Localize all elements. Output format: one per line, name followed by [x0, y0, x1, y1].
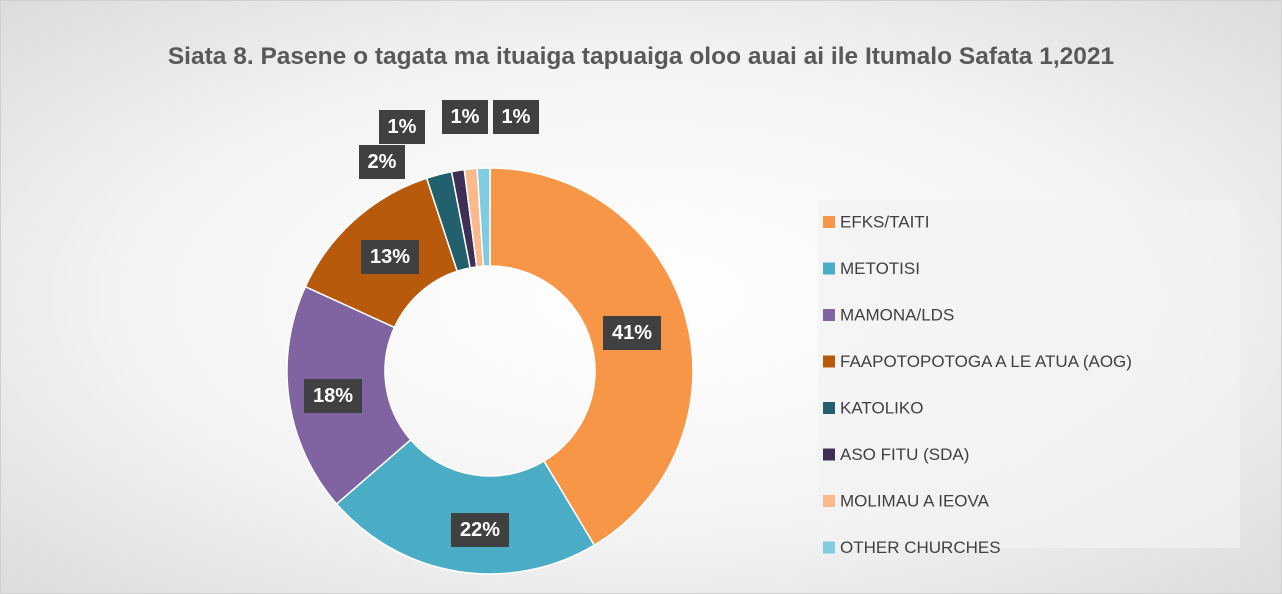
legend-marker — [823, 402, 835, 414]
legend-label: OTHER CHURCHES — [840, 538, 1001, 557]
value-label: 1% — [388, 116, 417, 138]
legend-marker — [823, 355, 835, 368]
chart-title: Siata 8. Pasene o tagata ma ituaiga tapu… — [167, 43, 1115, 70]
legend-label: FAAPOTOPOTOGA A LE ATUA (AOG) — [840, 352, 1132, 371]
value-label: 13% — [370, 246, 410, 268]
value-label: 41% — [612, 322, 652, 344]
legend-marker — [823, 495, 835, 507]
value-label-box — [451, 513, 509, 547]
legend-box — [818, 200, 1240, 548]
donut-slice — [489, 167, 694, 547]
value-label-box — [359, 145, 405, 179]
donut-slice — [335, 438, 596, 575]
value-label: 22% — [460, 519, 500, 541]
legend-label: MOLIMAU A IEOVA — [840, 492, 990, 511]
legend-label: METOTISI — [840, 259, 920, 278]
legend-label: ASO FITU (SDA) — [840, 445, 969, 464]
value-label-box — [304, 379, 362, 413]
legend-marker — [823, 541, 835, 554]
legend-marker — [823, 216, 835, 228]
value-label: 2% — [368, 151, 397, 173]
value-label: 1% — [451, 106, 480, 128]
value-label: 1% — [502, 106, 531, 128]
donut-slice — [476, 167, 491, 268]
legend-label: KATOLIKO — [840, 399, 923, 418]
legend-label: EFKS/TAITI — [840, 213, 929, 232]
value-label-box — [361, 240, 419, 274]
value-label: 18% — [313, 385, 353, 407]
legend-label: MAMONA/LDS — [840, 306, 954, 325]
value-label-box — [493, 100, 539, 134]
legend-marker — [823, 309, 835, 321]
value-label-box — [442, 100, 488, 134]
legend-marker — [823, 262, 835, 275]
legend-marker — [823, 448, 835, 461]
value-label-box — [603, 316, 661, 350]
value-label-box — [379, 110, 425, 144]
